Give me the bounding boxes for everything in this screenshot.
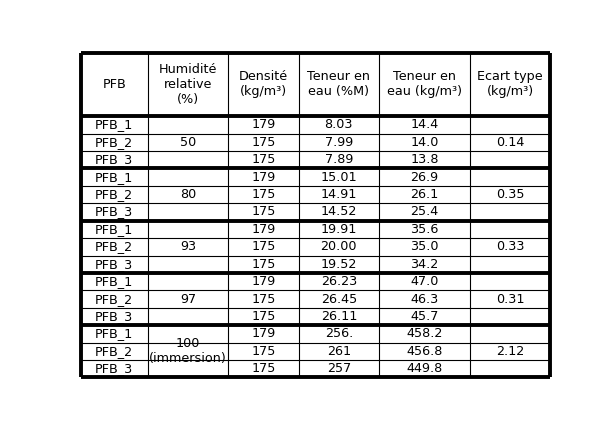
Text: 19.52: 19.52 (321, 258, 357, 271)
Text: 14.0: 14.0 (410, 136, 438, 149)
Text: 35.0: 35.0 (410, 240, 438, 253)
Text: 179: 179 (251, 328, 276, 340)
Text: 19.91: 19.91 (321, 223, 357, 236)
Text: 8.03: 8.03 (325, 118, 353, 131)
Text: Teneur en
eau (%M): Teneur en eau (%M) (308, 70, 370, 98)
Text: 179: 179 (251, 170, 276, 184)
Text: 0.31: 0.31 (495, 293, 524, 305)
Text: 0.33: 0.33 (495, 240, 524, 253)
Text: 47.0: 47.0 (410, 275, 438, 288)
Text: 2.12: 2.12 (496, 345, 524, 358)
Text: PFB_1: PFB_1 (95, 328, 133, 340)
Text: PFB_2: PFB_2 (95, 136, 133, 149)
Text: Humidité
relative
(%): Humidité relative (%) (159, 63, 217, 106)
Text: 179: 179 (251, 118, 276, 131)
Text: PFB_3: PFB_3 (95, 153, 133, 166)
Text: 34.2: 34.2 (410, 258, 438, 271)
Text: PFB_1: PFB_1 (95, 275, 133, 288)
Text: Teneur en
eau (kg/m³): Teneur en eau (kg/m³) (387, 70, 462, 98)
Text: 46.3: 46.3 (410, 293, 438, 305)
Text: PFB_3: PFB_3 (95, 310, 133, 323)
Text: 261: 261 (327, 345, 351, 358)
Text: 456.8: 456.8 (406, 345, 443, 358)
Text: 256.: 256. (325, 328, 353, 340)
Text: 100
(immersion): 100 (immersion) (149, 337, 227, 366)
Text: 50: 50 (180, 136, 196, 149)
Text: 257: 257 (327, 362, 351, 375)
Text: PFB_2: PFB_2 (95, 293, 133, 305)
Text: 13.8: 13.8 (410, 153, 438, 166)
Text: 26.9: 26.9 (410, 170, 438, 184)
Text: 14.4: 14.4 (410, 118, 438, 131)
Text: 175: 175 (251, 240, 276, 253)
Text: 175: 175 (251, 258, 276, 271)
Text: PFB: PFB (103, 78, 126, 91)
Text: 175: 175 (251, 293, 276, 305)
Text: Densité
(kg/m³): Densité (kg/m³) (239, 70, 288, 98)
Text: PFB_2: PFB_2 (95, 188, 133, 201)
Text: 175: 175 (251, 310, 276, 323)
Text: 175: 175 (251, 136, 276, 149)
Text: Ecart type
(kg/m³): Ecart type (kg/m³) (477, 70, 543, 98)
Text: PFB_1: PFB_1 (95, 170, 133, 184)
Text: PFB_3: PFB_3 (95, 362, 133, 375)
Text: PFB_2: PFB_2 (95, 345, 133, 358)
Text: 7.89: 7.89 (325, 153, 353, 166)
Text: 15.01: 15.01 (321, 170, 357, 184)
Text: 80: 80 (180, 188, 196, 201)
Text: PFB_3: PFB_3 (95, 205, 133, 219)
Text: PFB_2: PFB_2 (95, 240, 133, 253)
Text: 25.4: 25.4 (410, 205, 438, 219)
Text: 26.45: 26.45 (321, 293, 357, 305)
Text: 97: 97 (180, 293, 196, 305)
Text: 35.6: 35.6 (410, 223, 438, 236)
Text: 449.8: 449.8 (406, 362, 443, 375)
Text: 175: 175 (251, 205, 276, 219)
Text: 175: 175 (251, 362, 276, 375)
Text: 7.99: 7.99 (325, 136, 353, 149)
Text: 179: 179 (251, 275, 276, 288)
Text: 26.1: 26.1 (410, 188, 438, 201)
Text: 0.14: 0.14 (495, 136, 524, 149)
Text: PFB_1: PFB_1 (95, 118, 133, 131)
Text: PFB_3: PFB_3 (95, 258, 133, 271)
Text: 14.52: 14.52 (321, 205, 357, 219)
Text: PFB_1: PFB_1 (95, 223, 133, 236)
Text: 0.35: 0.35 (495, 188, 524, 201)
Text: 20.00: 20.00 (321, 240, 357, 253)
Text: 26.11: 26.11 (321, 310, 357, 323)
Text: 179: 179 (251, 223, 276, 236)
Text: 175: 175 (251, 188, 276, 201)
Text: 93: 93 (180, 240, 196, 253)
Text: 45.7: 45.7 (410, 310, 438, 323)
Text: 175: 175 (251, 345, 276, 358)
Text: 26.23: 26.23 (321, 275, 357, 288)
Text: 14.91: 14.91 (321, 188, 357, 201)
Text: 175: 175 (251, 153, 276, 166)
Text: 458.2: 458.2 (406, 328, 443, 340)
